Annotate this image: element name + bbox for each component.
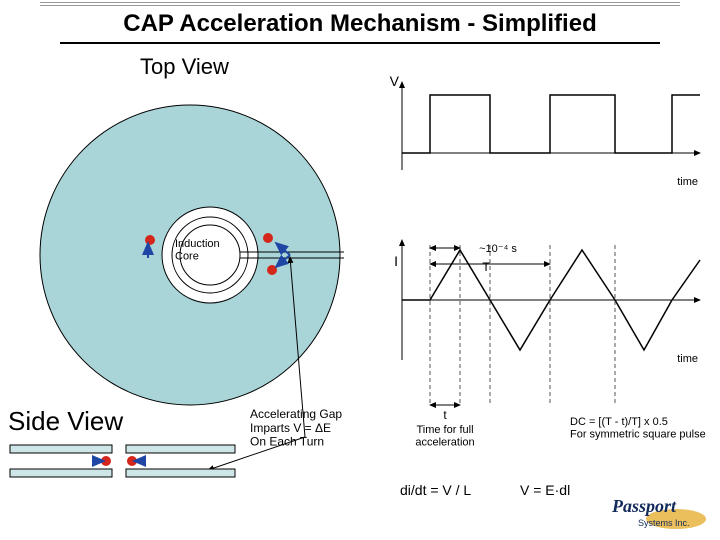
svg-text:Systems Inc.: Systems Inc. — [638, 518, 690, 528]
svg-text:V = E·dl: V = E·dl — [520, 482, 570, 498]
svg-text:t: t — [443, 408, 447, 422]
svg-text:DC = [(T - t)/T] x 0.5For symm: DC = [(T - t)/T] x 0.5For symmetric squa… — [570, 416, 706, 441]
svg-text:I: I — [394, 253, 398, 269]
svg-text:Accelerating GapImparts V = ΔE: Accelerating GapImparts V = ΔEOn Each Tu… — [250, 407, 342, 449]
svg-text:~10⁻⁴ s: ~10⁻⁴ s — [479, 243, 517, 255]
svg-text:Passport: Passport — [611, 496, 677, 516]
diagram-svg: InductionCoreAccelerating GapImparts V =… — [0, 0, 720, 540]
svg-text:time: time — [677, 176, 698, 188]
svg-text:T: T — [482, 260, 490, 274]
svg-text:time: time — [677, 353, 698, 365]
svg-text:V: V — [390, 73, 400, 89]
svg-text:Time for fullacceleration: Time for fullacceleration — [415, 424, 474, 449]
passport-logo: Passport Systems Inc. — [604, 494, 714, 534]
svg-text:di/dt = V / L: di/dt = V / L — [400, 482, 471, 498]
